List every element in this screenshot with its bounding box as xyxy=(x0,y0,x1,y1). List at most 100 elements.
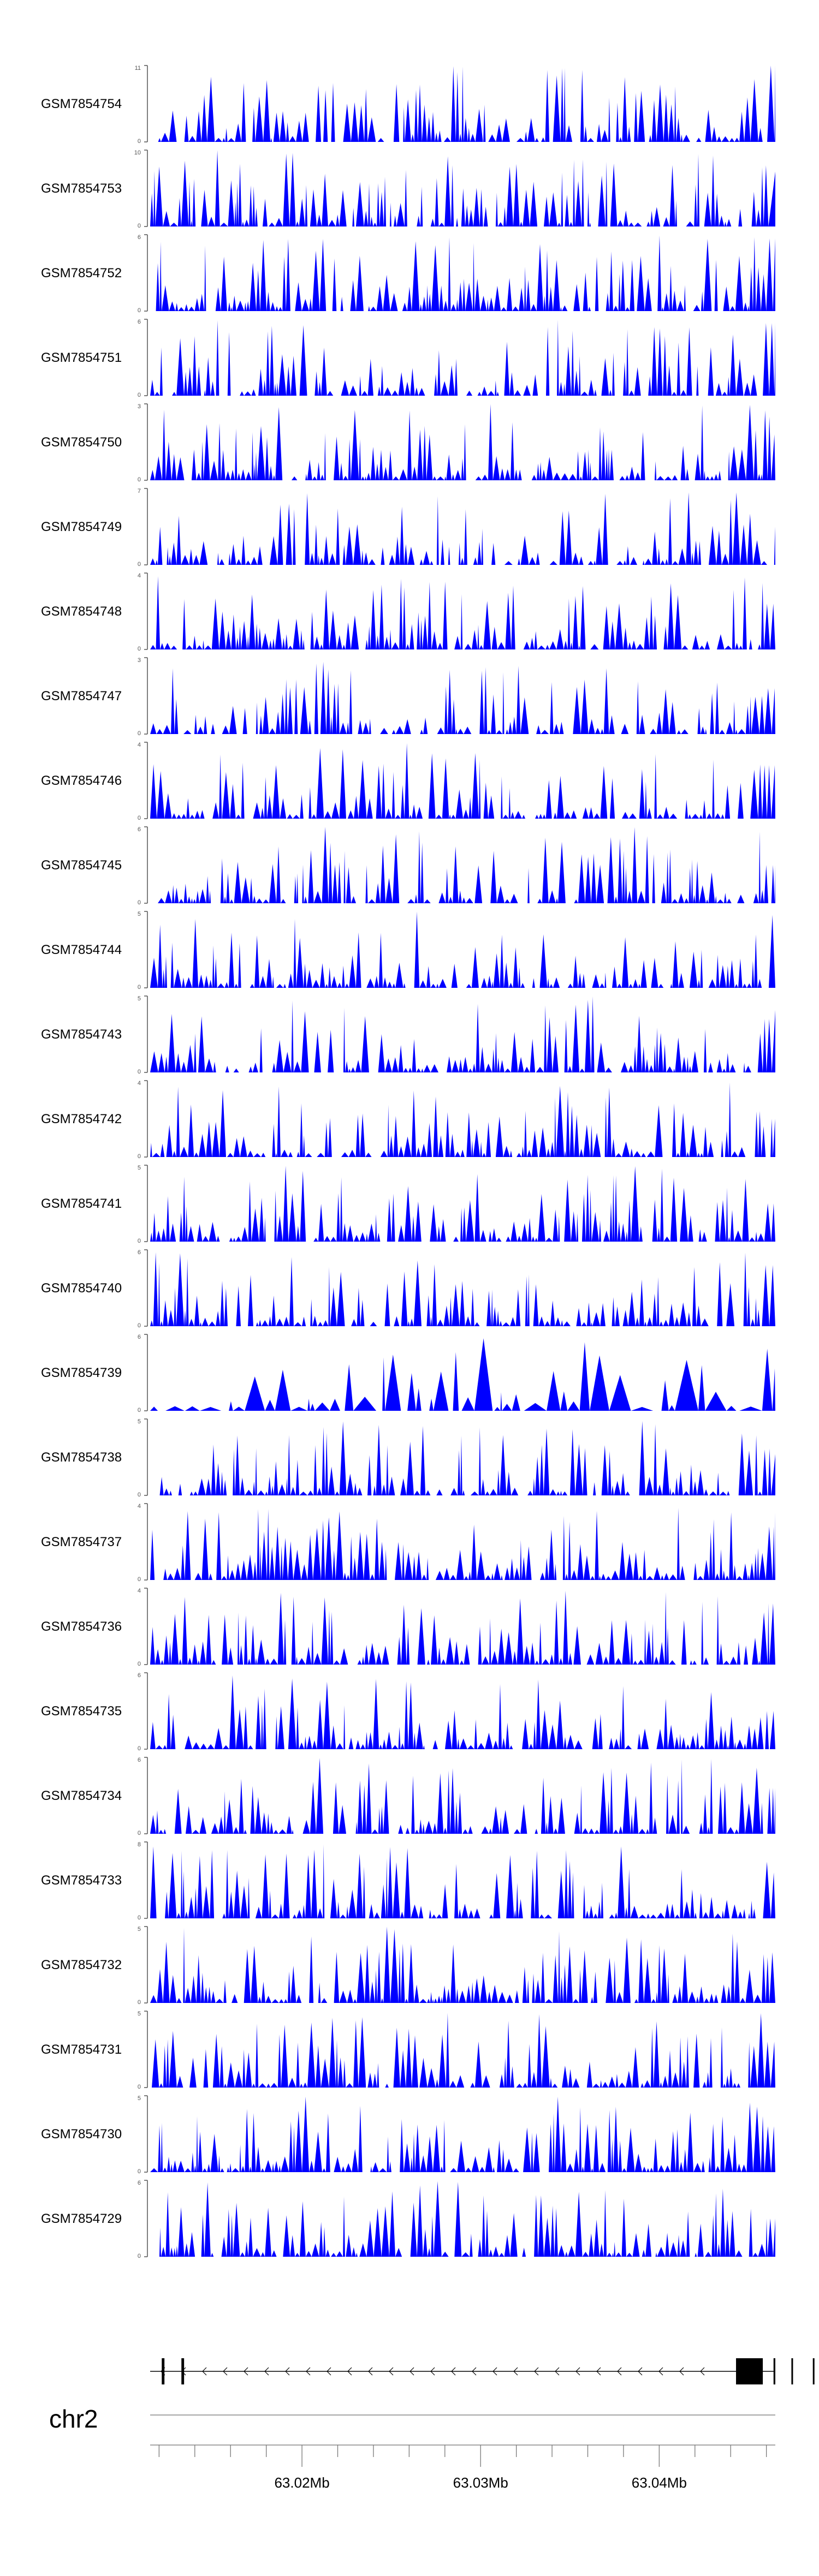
coverage-track: GSM7854747 3 0 xyxy=(41,657,775,737)
strand-arrow xyxy=(327,2367,331,2376)
y-max-label: 5 xyxy=(138,2011,141,2017)
coverage-area xyxy=(150,319,775,396)
y-max-label: 5 xyxy=(138,995,141,1002)
y-min-label: 0 xyxy=(138,1999,141,2006)
coverage-area xyxy=(150,1844,775,1918)
track-label: GSM7854749 xyxy=(41,520,122,534)
coverage-track: GSM7854744 5 0 xyxy=(41,911,775,991)
track-label: GSM7854753 xyxy=(41,181,122,196)
track-label: GSM7854741 xyxy=(41,1196,122,1211)
y-max-label: 5 xyxy=(138,1418,141,1425)
strand-arrow xyxy=(534,2367,539,2376)
strand-arrow xyxy=(513,2367,518,2376)
track-layer: GSM7854754110GSM7854753100GSM785475260GS… xyxy=(41,65,775,2259)
y-min-label: 0 xyxy=(138,138,141,145)
y-max-label: 3 xyxy=(138,657,141,664)
coverage-track: GSM7854746 4 0 xyxy=(41,742,775,821)
gene-exon xyxy=(162,2358,165,2384)
coverage-area xyxy=(150,2181,775,2257)
y-min-label: 0 xyxy=(138,2253,141,2259)
track-label: GSM7854732 xyxy=(41,1958,122,1972)
strand-arrow xyxy=(575,2367,580,2376)
y-max-label: 10 xyxy=(134,150,141,156)
coverage-track: GSM7854742 4 0 xyxy=(41,1080,775,1160)
y-min-label: 0 xyxy=(138,1492,141,1498)
coverage-track: GSM7854745 6 0 xyxy=(41,826,775,906)
coverage-track: GSM7854735 6 0 xyxy=(41,1672,775,1752)
gene-exon xyxy=(181,2358,185,2384)
coverage-track: GSM7854749 7 0 xyxy=(41,488,775,568)
strand-arrow xyxy=(410,2367,414,2376)
strand-arrow xyxy=(306,2367,311,2376)
coverage-area xyxy=(150,492,775,565)
strand-arrow xyxy=(202,2367,207,2376)
y-min-label: 0 xyxy=(138,1322,141,1329)
strand-arrow xyxy=(389,2367,394,2376)
coverage-area xyxy=(150,1507,775,1580)
strand-arrow xyxy=(430,2367,435,2376)
coverage-area xyxy=(150,996,775,1072)
y-max-label: 6 xyxy=(138,319,141,325)
y-max-label: 7 xyxy=(138,488,141,494)
y-max-label: 6 xyxy=(138,234,141,241)
track-label: GSM7854746 xyxy=(41,773,122,788)
y-min-label: 0 xyxy=(138,1238,141,1244)
coverage-track: GSM7854754 11 0 xyxy=(41,65,775,145)
y-min-label: 0 xyxy=(138,307,141,314)
track-label: GSM7854748 xyxy=(41,604,122,619)
gene-exon xyxy=(773,2358,775,2384)
strand-arrow xyxy=(700,2367,705,2376)
y-max-label: 6 xyxy=(138,2180,141,2186)
track-label: GSM7854737 xyxy=(41,1535,122,1549)
coverage-area xyxy=(150,911,775,988)
y-min-label: 0 xyxy=(138,223,141,229)
coverage-track: GSM7854740 6 0 xyxy=(41,1249,775,1329)
gene-exon xyxy=(812,2358,815,2384)
coverage-area xyxy=(150,1421,775,1495)
coverage-track: GSM7854739 6 0 xyxy=(41,1334,775,1414)
strand-arrow xyxy=(472,2367,477,2376)
coverage-area xyxy=(150,743,775,819)
strand-arrow xyxy=(368,2367,373,2376)
track-label: GSM7854738 xyxy=(41,1450,122,1465)
gene-exon xyxy=(791,2358,793,2384)
track-label: GSM7854754 xyxy=(41,97,122,111)
track-label: GSM7854739 xyxy=(41,1365,122,1380)
y-max-label: 4 xyxy=(138,573,141,579)
track-label: GSM7854751 xyxy=(41,350,122,365)
strand-arrow xyxy=(244,2367,248,2376)
y-min-label: 0 xyxy=(138,1153,141,1160)
strand-arrow xyxy=(679,2367,684,2376)
track-label: GSM7854736 xyxy=(41,1619,122,1634)
coverage-area xyxy=(150,1927,775,2003)
strand-arrow xyxy=(658,2367,663,2376)
y-min-label: 0 xyxy=(138,730,141,737)
chromosome-label: chr2 xyxy=(49,2405,98,2433)
y-min-label: 0 xyxy=(138,646,141,652)
y-max-label: 6 xyxy=(138,826,141,833)
track-label: GSM7854747 xyxy=(41,689,122,703)
coverage-track: GSM7854741 5 0 xyxy=(41,1165,775,1244)
strand-arrow xyxy=(617,2367,622,2376)
y-max-label: 5 xyxy=(138,1926,141,1933)
coverage-track: GSM7854731 5 0 xyxy=(41,2011,775,2090)
gene-annotation xyxy=(150,2358,815,2384)
coverage-area xyxy=(150,1082,775,1157)
track-label: GSM7854733 xyxy=(41,1873,122,1888)
y-min-label: 0 xyxy=(138,1407,141,1414)
coverage-area xyxy=(150,2013,775,2088)
track-label: GSM7854743 xyxy=(41,1027,122,1042)
track-label: GSM7854731 xyxy=(41,2042,122,2057)
coverage-track: GSM7854743 5 0 xyxy=(41,995,775,1075)
coverage-track: GSM7854733 8 0 xyxy=(41,1841,775,1921)
coverage-track: GSM7854748 4 0 xyxy=(41,573,775,652)
strand-arrow xyxy=(264,2367,269,2376)
strand-arrow xyxy=(285,2367,290,2376)
y-max-label: 4 xyxy=(138,1503,141,1510)
coverage-area xyxy=(150,1166,775,1242)
track-label: GSM7854742 xyxy=(41,1112,122,1126)
gene-exon xyxy=(736,2358,763,2384)
coverage-area xyxy=(150,1675,775,1749)
y-min-label: 0 xyxy=(138,1069,141,1075)
